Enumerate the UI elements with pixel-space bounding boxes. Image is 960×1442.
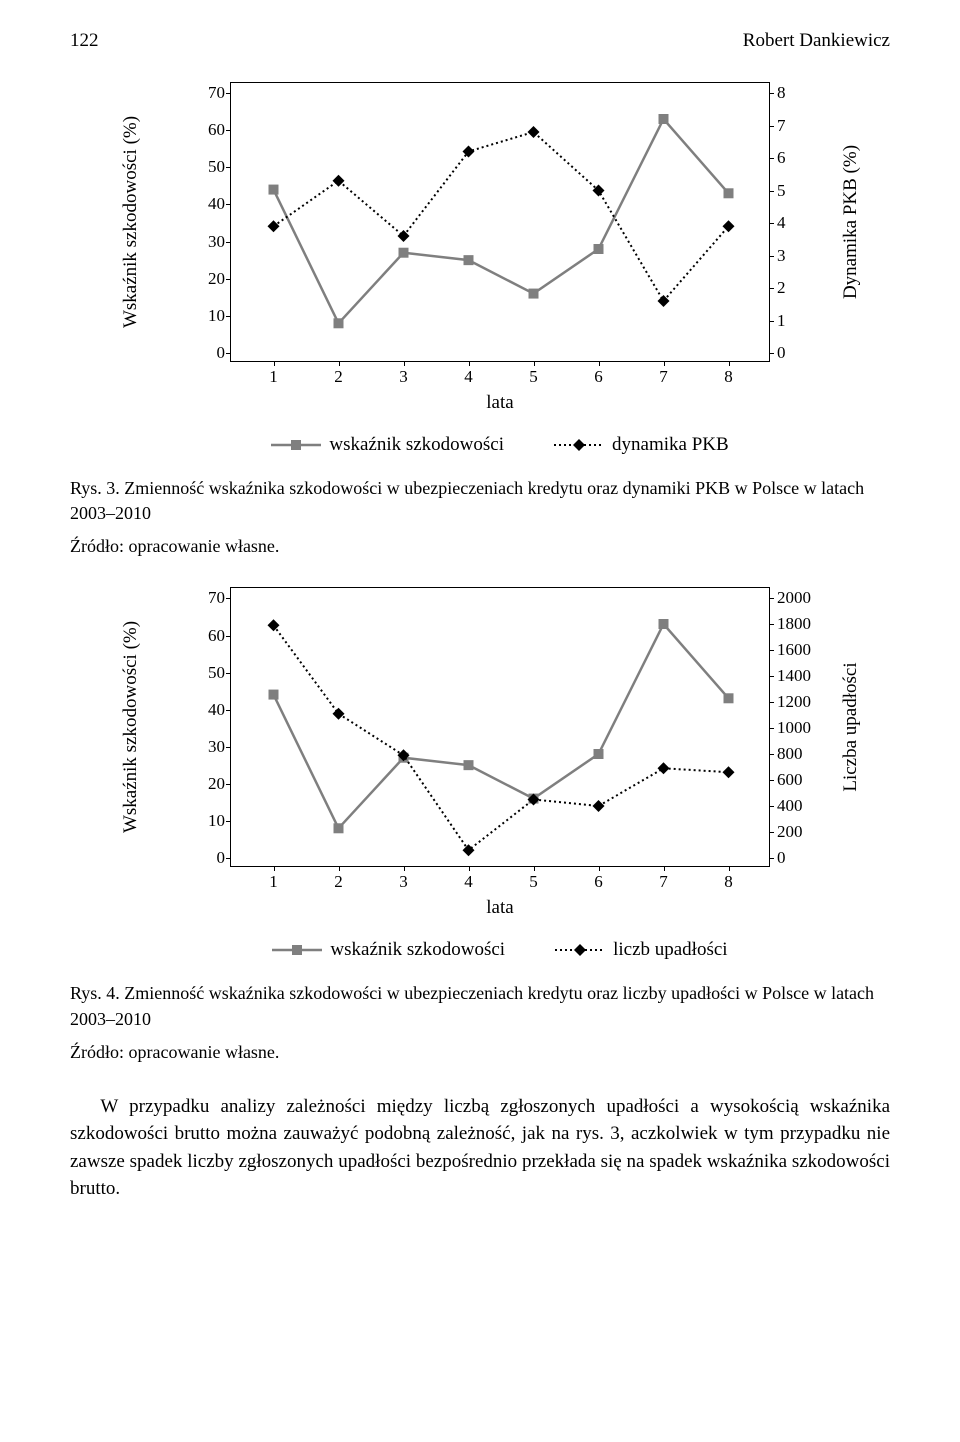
x-axis-label: lata bbox=[230, 897, 770, 919]
y-axis-label-left: Wskaźnik szkodowości (%) bbox=[120, 621, 142, 833]
figure-caption-1: Rys. 3. Zmienność wskaźnika szkodowości … bbox=[70, 476, 890, 526]
page-number: 122 bbox=[70, 30, 99, 52]
chart-legend: wskaźnik szkodowości liczb upadłości bbox=[230, 939, 770, 961]
x-axis-label: lata bbox=[230, 392, 770, 414]
legend-item-2: dynamika PKB bbox=[554, 434, 729, 456]
y-axis-label-right: Liczba upadłości bbox=[840, 663, 862, 792]
chart-1: Wskaźnik szkodowości (%) 010203040506070… bbox=[150, 82, 890, 456]
y-axis-label-right: Dynamika PKB (%) bbox=[840, 145, 862, 299]
chart-2: Wskaźnik szkodowości (%) 010203040506070… bbox=[150, 587, 890, 961]
chart-frame: 010203040506070 012345678 12345678 bbox=[230, 82, 770, 362]
chart-legend: wskaźnik szkodowości dynamika PKB bbox=[230, 434, 770, 456]
legend-item-2: liczb upadłości bbox=[555, 939, 728, 961]
y-axis-label-left: Wskaźnik szkodowości (%) bbox=[120, 116, 142, 328]
legend-item-1: wskaźnik szkodowości bbox=[272, 939, 505, 961]
page-header: 122 Robert Dankiewicz bbox=[70, 30, 890, 52]
chart-frame: 010203040506070 020040060080010001200140… bbox=[230, 587, 770, 867]
figure-caption-2: Rys. 4. Zmienność wskaźnika szkodowości … bbox=[70, 981, 890, 1031]
legend-item-1: wskaźnik szkodowości bbox=[271, 434, 504, 456]
source-note-2: Źródło: opracowanie własne. bbox=[70, 1042, 890, 1063]
source-note-1: Źródło: opracowanie własne. bbox=[70, 536, 890, 557]
author-name: Robert Dankiewicz bbox=[743, 30, 890, 52]
body-paragraph: W przypadku analizy zależności między li… bbox=[70, 1093, 890, 1203]
